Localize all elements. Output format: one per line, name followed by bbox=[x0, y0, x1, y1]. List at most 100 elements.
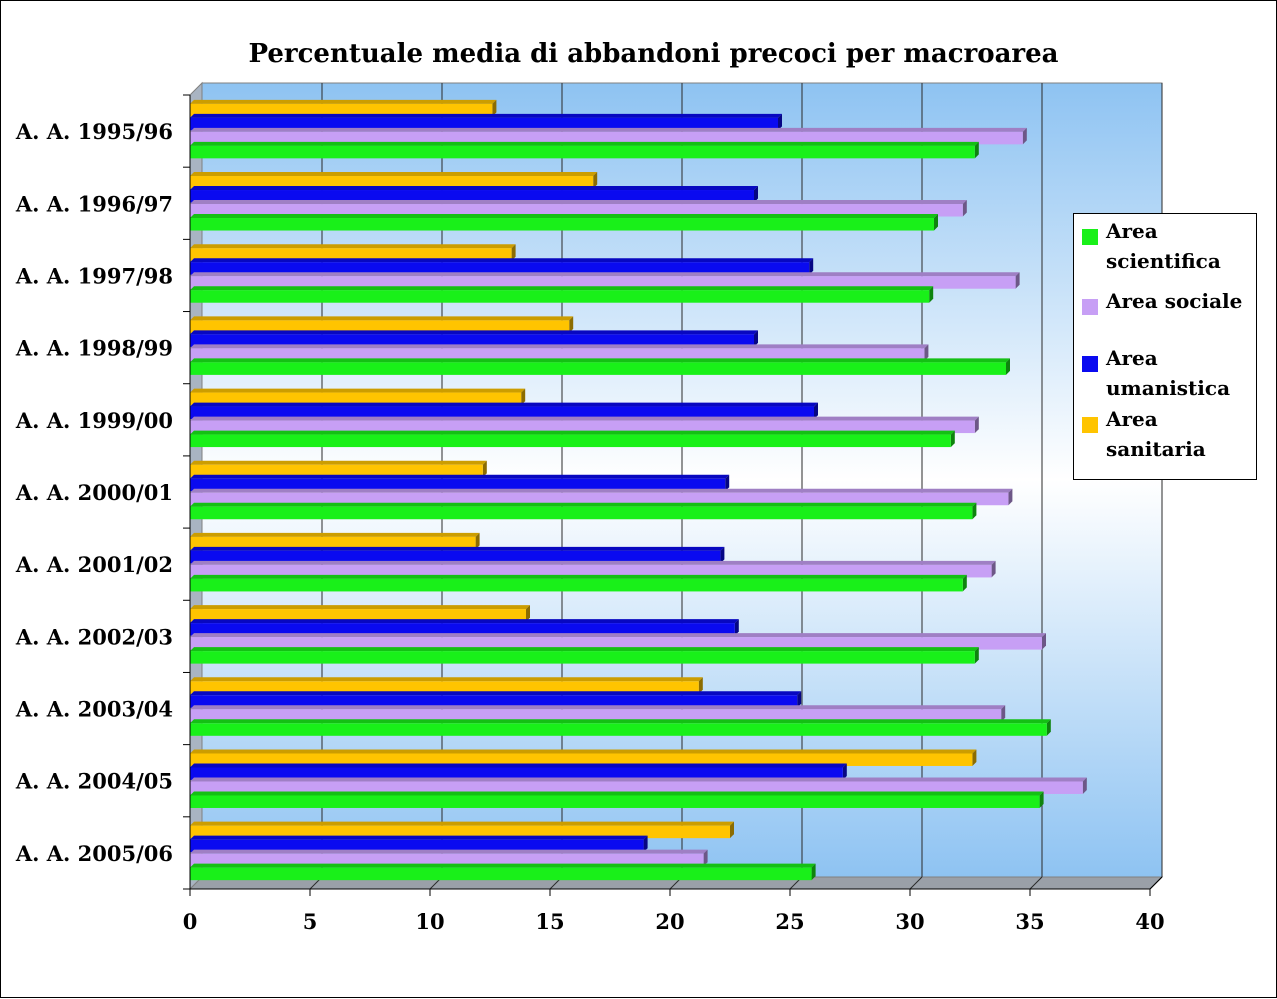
bar-top bbox=[190, 344, 929, 349]
bar bbox=[190, 578, 963, 592]
bar bbox=[190, 406, 814, 420]
bar-end bbox=[962, 574, 967, 592]
bar-end bbox=[734, 619, 739, 636]
bar-end bbox=[475, 532, 480, 550]
bar-end bbox=[511, 244, 516, 261]
bar-top bbox=[190, 402, 818, 407]
bar bbox=[190, 320, 570, 333]
bar bbox=[190, 190, 754, 203]
bar bbox=[190, 550, 721, 564]
bar-end bbox=[1046, 719, 1051, 736]
bar-end bbox=[1015, 272, 1020, 289]
bar bbox=[190, 145, 975, 159]
bar-end bbox=[814, 402, 818, 420]
bar bbox=[190, 753, 973, 766]
bar bbox=[190, 695, 798, 708]
category-label: A. A. 1996/97 bbox=[15, 191, 173, 216]
bar bbox=[190, 392, 522, 406]
bar bbox=[190, 478, 726, 492]
x-tick-label: 30 bbox=[895, 909, 924, 934]
bar-end bbox=[1082, 777, 1087, 794]
bar-top bbox=[190, 821, 734, 826]
bar bbox=[190, 623, 735, 636]
bar-end bbox=[929, 286, 934, 303]
category-label: A. A. 1999/00 bbox=[15, 408, 173, 433]
bar bbox=[190, 204, 963, 217]
bar-end bbox=[778, 113, 782, 131]
bar-end bbox=[974, 416, 979, 434]
gridline-floor bbox=[1029, 876, 1043, 890]
category-label: A. A. 2002/03 bbox=[15, 624, 173, 649]
bar bbox=[190, 839, 644, 853]
bar bbox=[190, 709, 1002, 722]
bar-end bbox=[972, 502, 977, 520]
bar bbox=[190, 103, 493, 117]
bar-top bbox=[190, 488, 1013, 493]
bar-end bbox=[924, 344, 929, 361]
bar-top bbox=[190, 416, 979, 421]
legend-swatch bbox=[1082, 299, 1098, 315]
bar-top bbox=[190, 532, 480, 537]
x-tick-label: 10 bbox=[415, 909, 444, 934]
bar bbox=[190, 536, 476, 550]
x-tick-label: 35 bbox=[1015, 909, 1044, 934]
category-label: A. A. 2005/06 bbox=[15, 841, 173, 866]
bar-end bbox=[482, 460, 487, 478]
bar bbox=[190, 334, 754, 347]
bar bbox=[190, 262, 810, 275]
bar-top bbox=[190, 358, 1010, 363]
bar-top bbox=[190, 691, 802, 696]
bar-top bbox=[190, 186, 758, 191]
bar-top bbox=[190, 430, 955, 435]
chart-legend: Area scientifica Area sociale Area umanist… bbox=[1073, 213, 1257, 480]
legend-label: Area scientifica bbox=[1106, 219, 1221, 273]
bar bbox=[190, 795, 1040, 808]
legend-item: Area umanistica bbox=[1082, 343, 1246, 403]
bar-end bbox=[797, 691, 802, 708]
bar-end bbox=[754, 330, 758, 347]
legend-swatch bbox=[1082, 417, 1098, 433]
bar bbox=[190, 564, 992, 578]
bar bbox=[190, 176, 594, 189]
bar-top bbox=[190, 502, 977, 507]
bar-top bbox=[190, 849, 708, 854]
bar-end bbox=[569, 316, 574, 333]
bar-end bbox=[972, 749, 977, 766]
x-axis-end bbox=[1149, 876, 1163, 890]
bar bbox=[190, 825, 730, 839]
bar-top bbox=[190, 113, 782, 118]
bar-top bbox=[190, 388, 526, 393]
bar-top bbox=[190, 546, 725, 551]
x-tick-label: 5 bbox=[303, 909, 318, 934]
bar-end bbox=[950, 430, 955, 448]
bar-top bbox=[190, 460, 487, 465]
bar-end bbox=[643, 835, 648, 853]
bar-top bbox=[190, 647, 979, 652]
bar-top bbox=[190, 214, 938, 219]
legend-item: Area scientifica bbox=[1082, 216, 1246, 276]
bar-end bbox=[1042, 633, 1046, 650]
bar-end bbox=[526, 605, 530, 622]
bar bbox=[190, 290, 930, 303]
bar-end bbox=[962, 200, 967, 217]
bar bbox=[190, 420, 975, 434]
bar-top bbox=[190, 286, 934, 291]
category-label: A. A. 1995/96 bbox=[15, 119, 173, 144]
bar bbox=[190, 276, 1016, 289]
bar-end bbox=[1008, 488, 1013, 506]
bar-top bbox=[190, 605, 530, 610]
bar bbox=[190, 117, 778, 131]
bar-top bbox=[190, 99, 497, 104]
bar-end bbox=[974, 141, 979, 159]
bar bbox=[190, 348, 925, 361]
bar-end bbox=[730, 821, 734, 839]
bar-end bbox=[1039, 791, 1044, 808]
bar-top bbox=[190, 272, 1020, 277]
bar-top bbox=[190, 719, 1051, 724]
bar-top bbox=[190, 244, 516, 249]
bar bbox=[190, 131, 1023, 145]
bar bbox=[190, 464, 483, 478]
bar bbox=[190, 434, 951, 448]
